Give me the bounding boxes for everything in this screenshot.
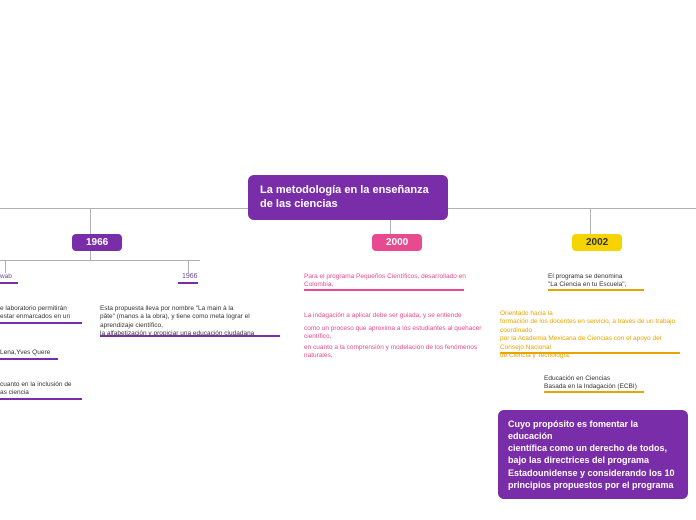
connector-lt1-v [5, 260, 6, 273]
midleft-text-propuesta: Esta propuesta lleva por nombre "La main… [100, 305, 280, 339]
left-text-inclusion-underline [0, 398, 82, 400]
sub-year-1966: 1966 [182, 273, 198, 280]
connector-1966-v [90, 208, 91, 234]
root-title: La metodología en la enseñanza de las ci… [248, 175, 448, 220]
pink-text-comprension: en cuanto a la comprensión y modelación … [304, 344, 504, 361]
left-text-lab: e laboratorio permitirán estar enmarcado… [0, 305, 70, 322]
left-text-inclusion: cuanto en la inclusión de as ciencia [0, 381, 72, 398]
left-text-wab-underline [0, 282, 18, 284]
orange-text-ecbi-underline [544, 391, 644, 393]
connector-2002-v [590, 208, 591, 234]
pink-text-colombia: Para el programa Pequeños Científicos, d… [304, 273, 484, 290]
left-text-lab-underline [0, 322, 82, 324]
orange-text-programa: El programa se denomina "La Ciencia en t… [548, 273, 668, 290]
pink-text-colombia-underline [304, 289, 464, 291]
midleft-text-propuesta-underline [100, 335, 280, 337]
sub-year-1966-underline [178, 282, 198, 284]
purple-bottom-box: Cuyo propósito es fomentar la educación … [498, 410, 688, 499]
orange-text-ecbi: Educación en Ciencias Basada en la Indag… [544, 375, 684, 392]
year-2002: 2002 [572, 234, 622, 251]
pink-text-indagacion: La indagación a aplicar debe ser guiada,… [304, 312, 484, 320]
left-text-lena-underline [0, 358, 58, 360]
year-2000: 2000 [372, 234, 422, 251]
year-1966: 1966 [72, 234, 122, 251]
left-text-wab: wab [0, 273, 12, 281]
left-text-lena: Lena,Yves Quere [0, 349, 50, 357]
connector-sub-h1 [0, 260, 200, 261]
orange-text-docentes-underline [500, 352, 680, 354]
orange-text-programa-underline [548, 289, 644, 291]
pink-text-proceso: como un proceso que aproxima a los estud… [304, 325, 504, 342]
connector-s1966-v [188, 260, 189, 273]
